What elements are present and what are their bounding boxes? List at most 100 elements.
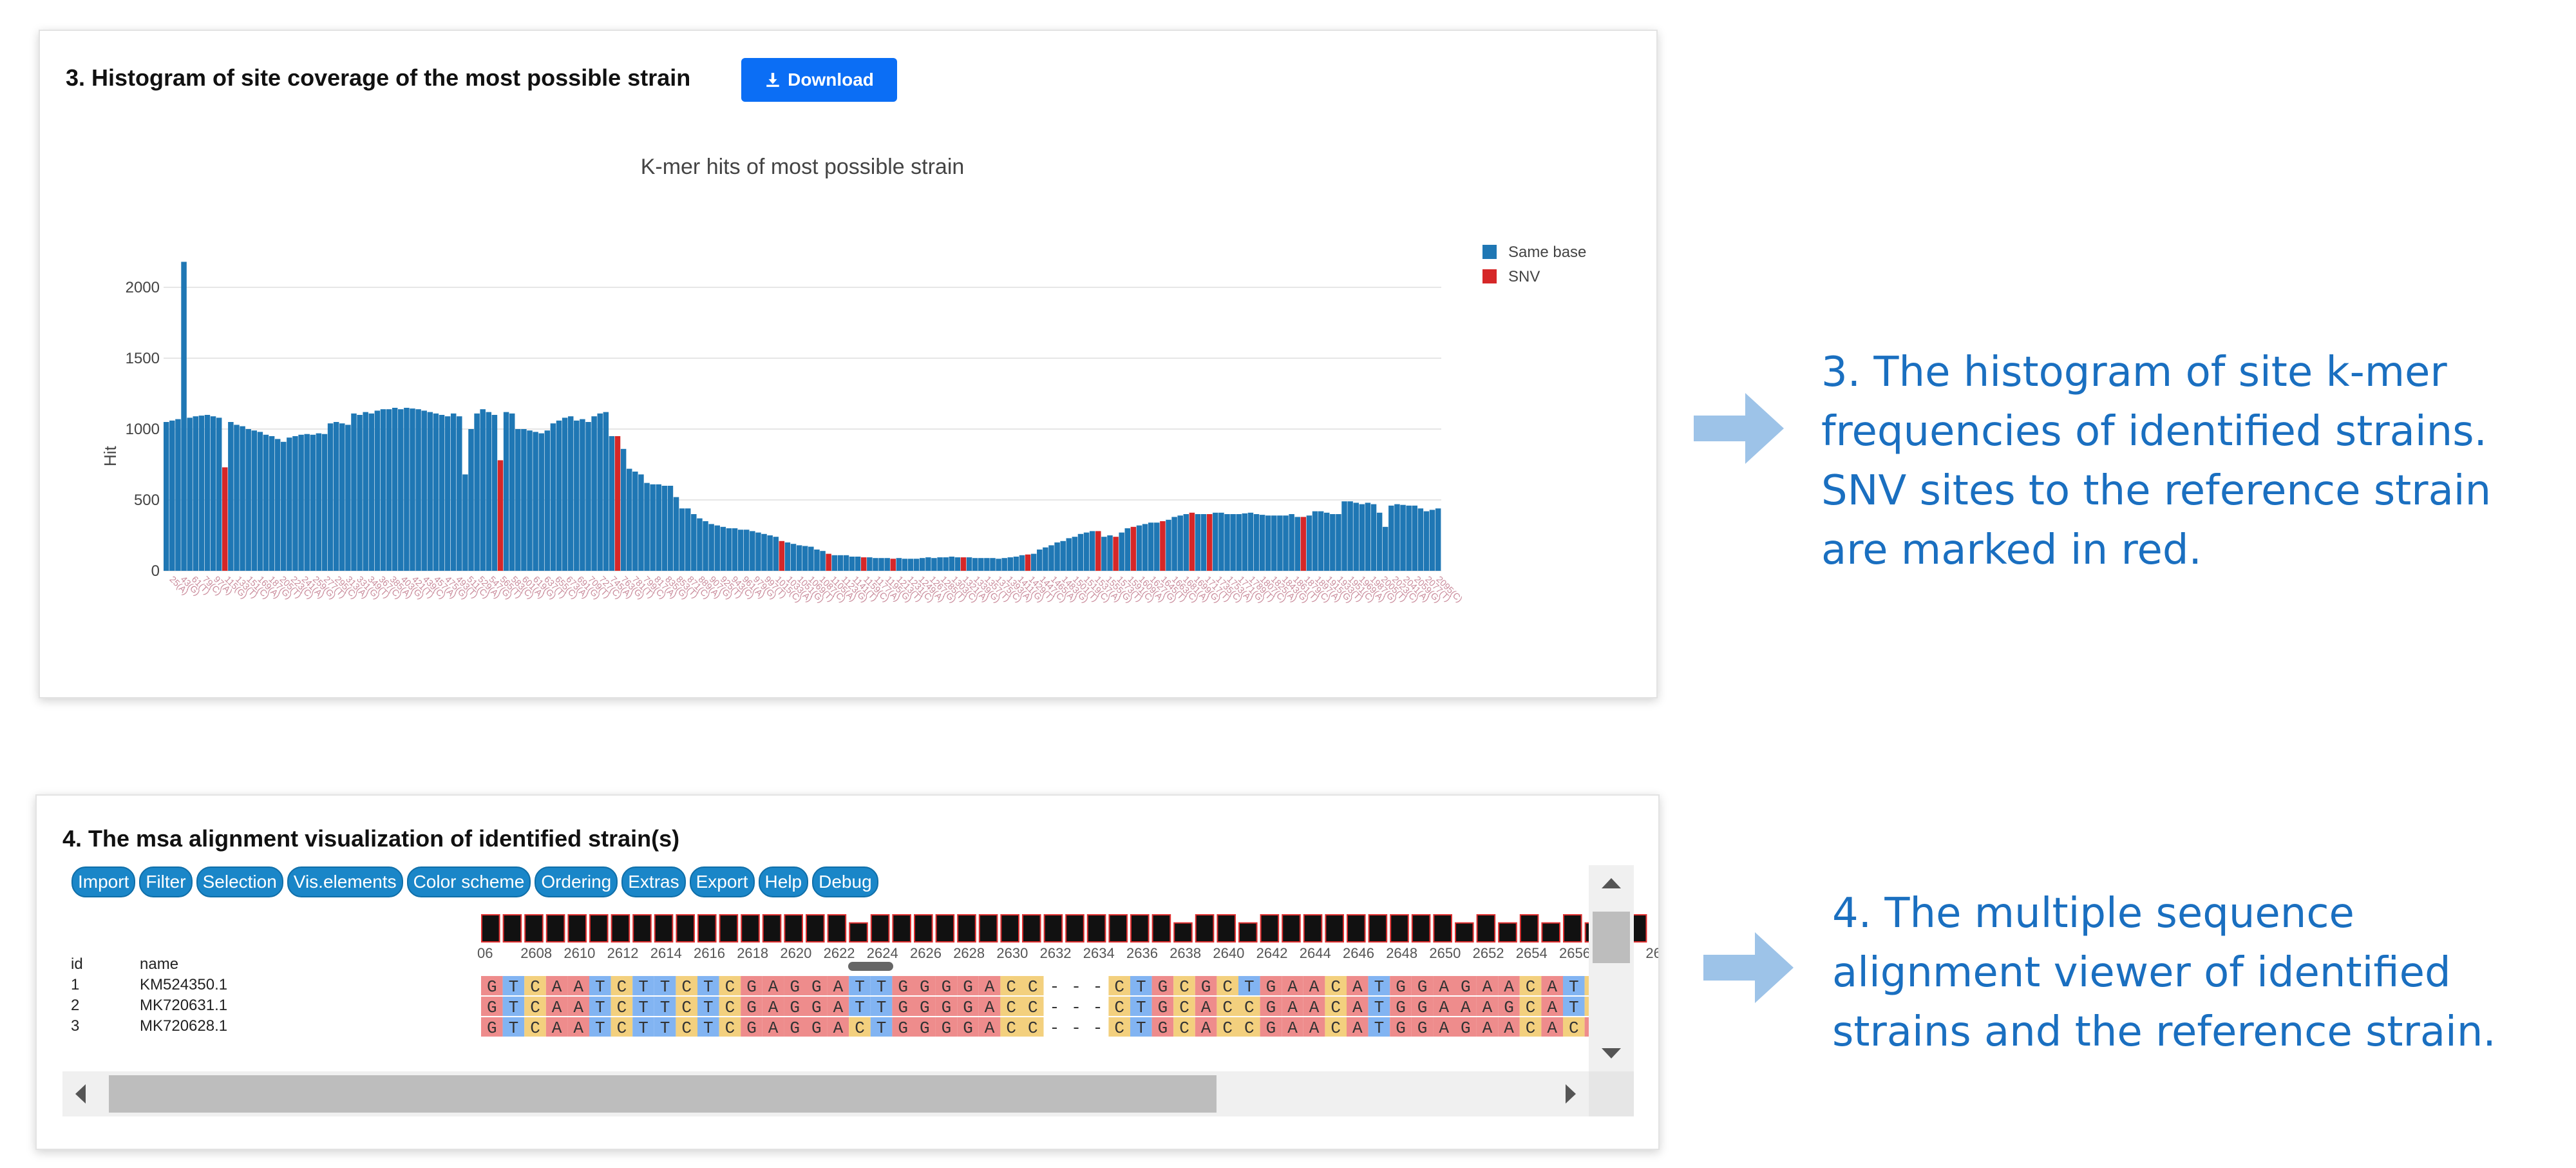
same-base-bar[interactable] <box>1330 514 1336 571</box>
base-cell[interactable] <box>719 997 741 1016</box>
same-base-bar[interactable] <box>198 416 205 571</box>
same-base-bar[interactable] <box>1119 532 1124 571</box>
same-base-bar[interactable] <box>679 508 685 571</box>
base-cell[interactable] <box>1260 1017 1282 1037</box>
same-base-bar[interactable] <box>656 484 661 571</box>
same-base-bar[interactable] <box>884 558 890 571</box>
base-cell[interactable] <box>957 976 979 995</box>
same-base-bar[interactable] <box>913 559 920 571</box>
base-cell[interactable] <box>1043 1017 1066 1037</box>
same-base-bar[interactable] <box>357 415 363 571</box>
same-base-bar[interactable] <box>773 537 779 571</box>
base-cell[interactable] <box>697 976 719 995</box>
same-base-bar[interactable] <box>673 497 679 571</box>
same-base-bar[interactable] <box>1359 504 1365 571</box>
base-cell[interactable] <box>1390 976 1412 995</box>
base-cell[interactable] <box>1476 997 1499 1016</box>
same-base-bar[interactable] <box>550 423 556 571</box>
same-base-bar[interactable] <box>1171 517 1177 571</box>
base-cell[interactable] <box>654 1017 676 1037</box>
base-cell[interactable] <box>1173 997 1195 1016</box>
snv-bar[interactable] <box>1095 531 1101 571</box>
same-base-bar[interactable] <box>287 437 292 571</box>
same-base-bar[interactable] <box>931 558 937 571</box>
same-base-bar[interactable] <box>457 416 462 571</box>
same-base-bar[interactable] <box>415 409 421 571</box>
row-name[interactable]: MK720628.1 <box>140 1017 228 1035</box>
same-base-bar[interactable] <box>1406 505 1412 571</box>
row-name[interactable]: KM524350.1 <box>140 976 228 993</box>
legend-label[interactable]: SNV <box>1508 268 1540 285</box>
row-name[interactable]: MK720631.1 <box>140 997 228 1014</box>
snv-bar[interactable] <box>1300 517 1307 571</box>
same-base-bar[interactable] <box>521 429 527 571</box>
menu-export[interactable]: Export <box>689 866 755 897</box>
same-base-bar[interactable] <box>1043 547 1048 571</box>
same-base-bar[interactable] <box>1242 513 1248 571</box>
same-base-bar[interactable] <box>1136 525 1142 571</box>
base-cell[interactable] <box>784 997 806 1016</box>
same-base-bar[interactable] <box>1400 504 1406 571</box>
snv-bar[interactable] <box>1160 521 1166 571</box>
base-cell[interactable] <box>654 976 676 995</box>
base-cell[interactable] <box>1347 1017 1368 1037</box>
horizontal-scroll-thumb[interactable] <box>109 1075 1217 1113</box>
base-cell[interactable] <box>1217 1017 1238 1037</box>
same-base-bar[interactable] <box>509 413 515 571</box>
same-base-bar[interactable] <box>1224 514 1230 571</box>
base-cell[interactable] <box>1368 976 1390 995</box>
same-base-bar[interactable] <box>585 422 591 571</box>
same-base-bar[interactable] <box>210 416 216 571</box>
same-base-bar[interactable] <box>755 532 761 571</box>
base-cell[interactable] <box>611 997 633 1016</box>
same-base-bar[interactable] <box>404 408 410 571</box>
same-base-bar[interactable] <box>574 420 580 571</box>
same-base-bar[interactable] <box>1066 538 1072 571</box>
same-base-bar[interactable] <box>1394 504 1400 571</box>
base-cell[interactable] <box>1195 1017 1217 1037</box>
base-cell[interactable] <box>806 976 828 995</box>
base-cell[interactable] <box>524 976 546 995</box>
scroll-right-icon[interactable] <box>1557 1071 1589 1116</box>
base-cell[interactable] <box>567 997 589 1016</box>
same-base-bar[interactable] <box>650 484 656 571</box>
base-cell[interactable] <box>957 997 979 1016</box>
same-base-bar[interactable] <box>855 557 861 571</box>
base-cell[interactable] <box>1173 976 1195 995</box>
base-cell[interactable] <box>1476 1017 1499 1037</box>
base-cell[interactable] <box>1282 997 1303 1016</box>
same-base-bar[interactable] <box>274 439 281 571</box>
base-cell[interactable] <box>676 1017 697 1037</box>
base-cell[interactable] <box>1390 1017 1412 1037</box>
same-base-bar[interactable] <box>597 413 603 571</box>
base-cell[interactable] <box>1411 976 1434 995</box>
menu-selection[interactable]: Selection <box>196 866 283 897</box>
same-base-bar[interactable] <box>966 557 972 571</box>
base-cell[interactable] <box>567 976 589 995</box>
same-base-bar[interactable] <box>327 423 334 571</box>
base-cell[interactable] <box>1195 976 1217 995</box>
same-base-bar[interactable] <box>1072 537 1078 571</box>
same-base-bar[interactable] <box>339 423 345 571</box>
same-base-bar[interactable] <box>351 413 357 571</box>
same-base-bar[interactable] <box>632 472 638 571</box>
same-base-bar[interactable] <box>1166 519 1171 571</box>
same-base-bar[interactable] <box>1376 512 1383 571</box>
same-base-bar[interactable] <box>954 557 961 571</box>
vertical-scroll-thumb[interactable] <box>1593 912 1630 963</box>
same-base-bar[interactable] <box>281 441 287 571</box>
base-cell[interactable] <box>1086 997 1109 1016</box>
same-base-bar[interactable] <box>1365 503 1371 571</box>
menu-ordering[interactable]: Ordering <box>535 866 618 897</box>
horizontal-scrollbar[interactable] <box>62 1071 1589 1116</box>
same-base-bar[interactable] <box>1089 531 1095 571</box>
base-cell[interactable] <box>870 976 893 995</box>
snv-bar[interactable] <box>497 460 504 571</box>
snv-bar[interactable] <box>614 436 621 571</box>
base-cell[interactable] <box>1541 997 1563 1016</box>
base-cell[interactable] <box>1065 976 1087 995</box>
base-cell[interactable] <box>1541 1017 1563 1037</box>
same-base-bar[interactable] <box>228 422 234 571</box>
same-base-bar[interactable] <box>345 425 351 571</box>
same-base-bar[interactable] <box>1218 512 1224 571</box>
